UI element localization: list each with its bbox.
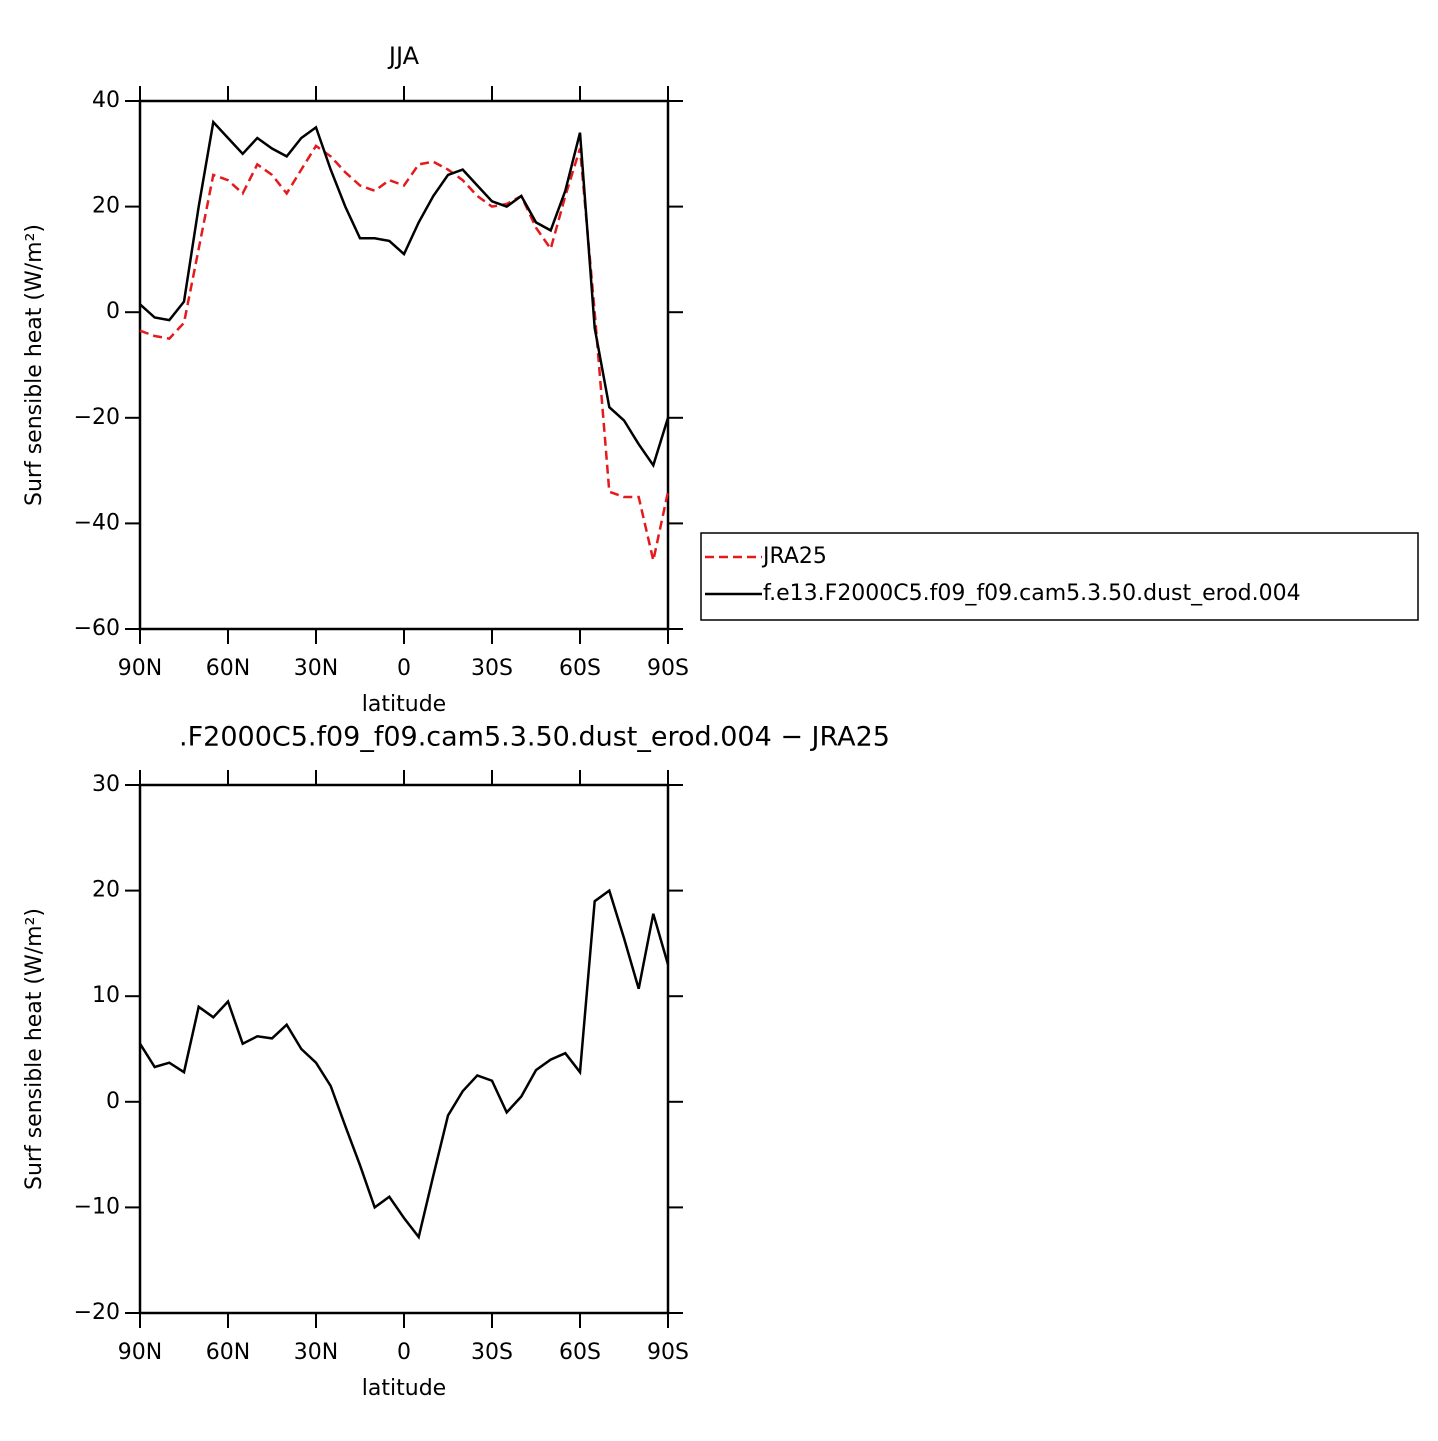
x-tick-label: 30S xyxy=(471,656,513,681)
x-tick-label: 90N xyxy=(118,656,162,681)
y-axis-label: Surf sensible heat (W/m²) xyxy=(22,224,47,506)
data-line xyxy=(139,144,670,561)
x-tick-label: 0 xyxy=(397,1340,411,1365)
y-axis-label: Surf sensible heat (W/m²) xyxy=(22,908,47,1190)
x-tick-label: 60N xyxy=(206,656,250,681)
y-tick-label: 0 xyxy=(106,299,120,324)
x-axis-label: latitude xyxy=(362,1376,446,1401)
legend-box xyxy=(700,532,1419,621)
x-axis-label: latitude xyxy=(362,692,446,717)
plot-frame xyxy=(138,783,670,1315)
y-tick-label: −10 xyxy=(74,1194,120,1219)
x-tick-label: 90S xyxy=(647,1340,689,1365)
x-tick-label: 60N xyxy=(206,1340,250,1365)
legend-label: JRA25 xyxy=(761,544,827,569)
x-tick-label: 60S xyxy=(559,656,601,681)
y-tick-label: −60 xyxy=(74,616,120,641)
data-line xyxy=(138,888,670,1240)
plot-frame xyxy=(138,99,670,631)
x-tick-label: 30N xyxy=(294,1340,338,1365)
y-tick-label: −40 xyxy=(74,510,120,535)
x-tick-label: 30N xyxy=(294,656,338,681)
y-tick-label: 0 xyxy=(106,1089,120,1114)
x-tick-label: 0 xyxy=(397,656,411,681)
data-line xyxy=(139,119,670,469)
y-tick-label: 30 xyxy=(92,772,120,797)
y-tick-label: 20 xyxy=(92,878,120,903)
y-tick-label: −20 xyxy=(74,405,120,430)
y-tick-label: 20 xyxy=(92,194,120,219)
x-tick-label: 30S xyxy=(471,1340,513,1365)
x-tick-label: 90N xyxy=(118,1340,162,1365)
chart-title: .F2000C5.f09_f09.cam5.3.50.dust_erod.004… xyxy=(179,722,890,753)
chart-title: JJA xyxy=(387,42,420,70)
x-tick-label: 90S xyxy=(647,656,689,681)
y-tick-label: 10 xyxy=(92,983,120,1008)
y-tick-label: −20 xyxy=(74,1300,120,1325)
x-tick-label: 60S xyxy=(559,1340,601,1365)
y-tick-label: 40 xyxy=(92,88,120,113)
legend-label: f.e13.F2000C5.f09_f09.cam5.3.50.dust_ero… xyxy=(763,581,1301,606)
